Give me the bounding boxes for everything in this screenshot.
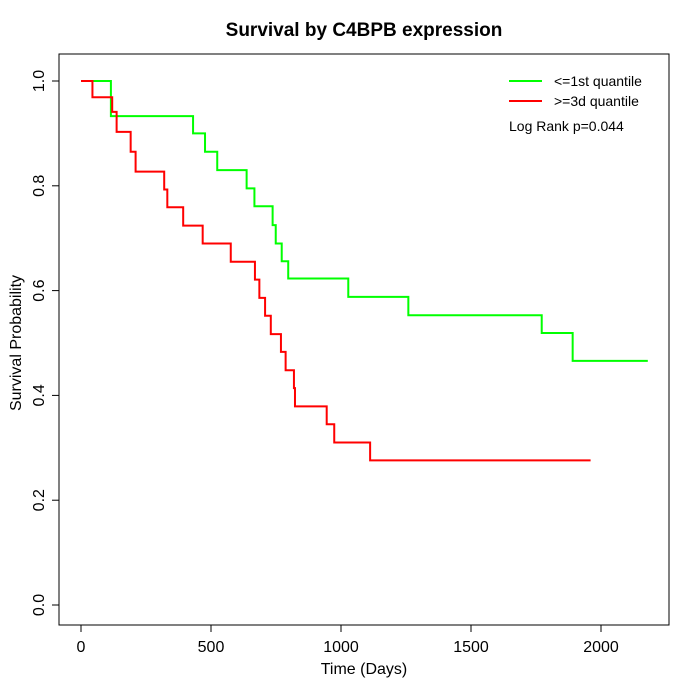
legend-item-low-quantile: <=1st quantile <box>509 71 642 91</box>
legend-label-high-quantile: >=3d quantile <box>554 93 639 109</box>
x-tick-label: 1500 <box>453 639 489 656</box>
y-tick-label: 0.2 <box>31 489 48 511</box>
red-line-swatch <box>509 100 542 102</box>
legend-label-low-quantile: <=1st quantile <box>554 73 642 89</box>
y-tick-label: 0.6 <box>31 279 48 301</box>
legend-item-high-quantile: >=3d quantile <box>509 91 642 111</box>
legend: <=1st quantile >=3d quantile Log Rank p=… <box>509 71 642 134</box>
y-tick-label: 0.8 <box>31 175 48 197</box>
y-axis-label: Survival Probability <box>8 274 25 412</box>
y-tick-label: 0.0 <box>31 594 48 616</box>
x-tick-label: 0 <box>77 639 86 656</box>
plot-box <box>58 53 670 626</box>
x-tick-label: 2000 <box>583 639 619 656</box>
red-survival-curve <box>81 80 591 462</box>
green-line-swatch <box>509 80 542 82</box>
x-axis-label: Time (Days) <box>320 661 408 678</box>
plot-title: Survival by C4BPB expression <box>225 20 503 41</box>
x-tick-label: 1000 <box>323 639 359 656</box>
green-survival-curve <box>81 80 648 362</box>
y-tick-label: 0.4 <box>31 384 48 406</box>
log-rank-pvalue: Log Rank p=0.044 <box>509 118 624 134</box>
y-tick-label: 1.0 <box>31 70 48 92</box>
x-tick-label: 500 <box>198 639 225 656</box>
